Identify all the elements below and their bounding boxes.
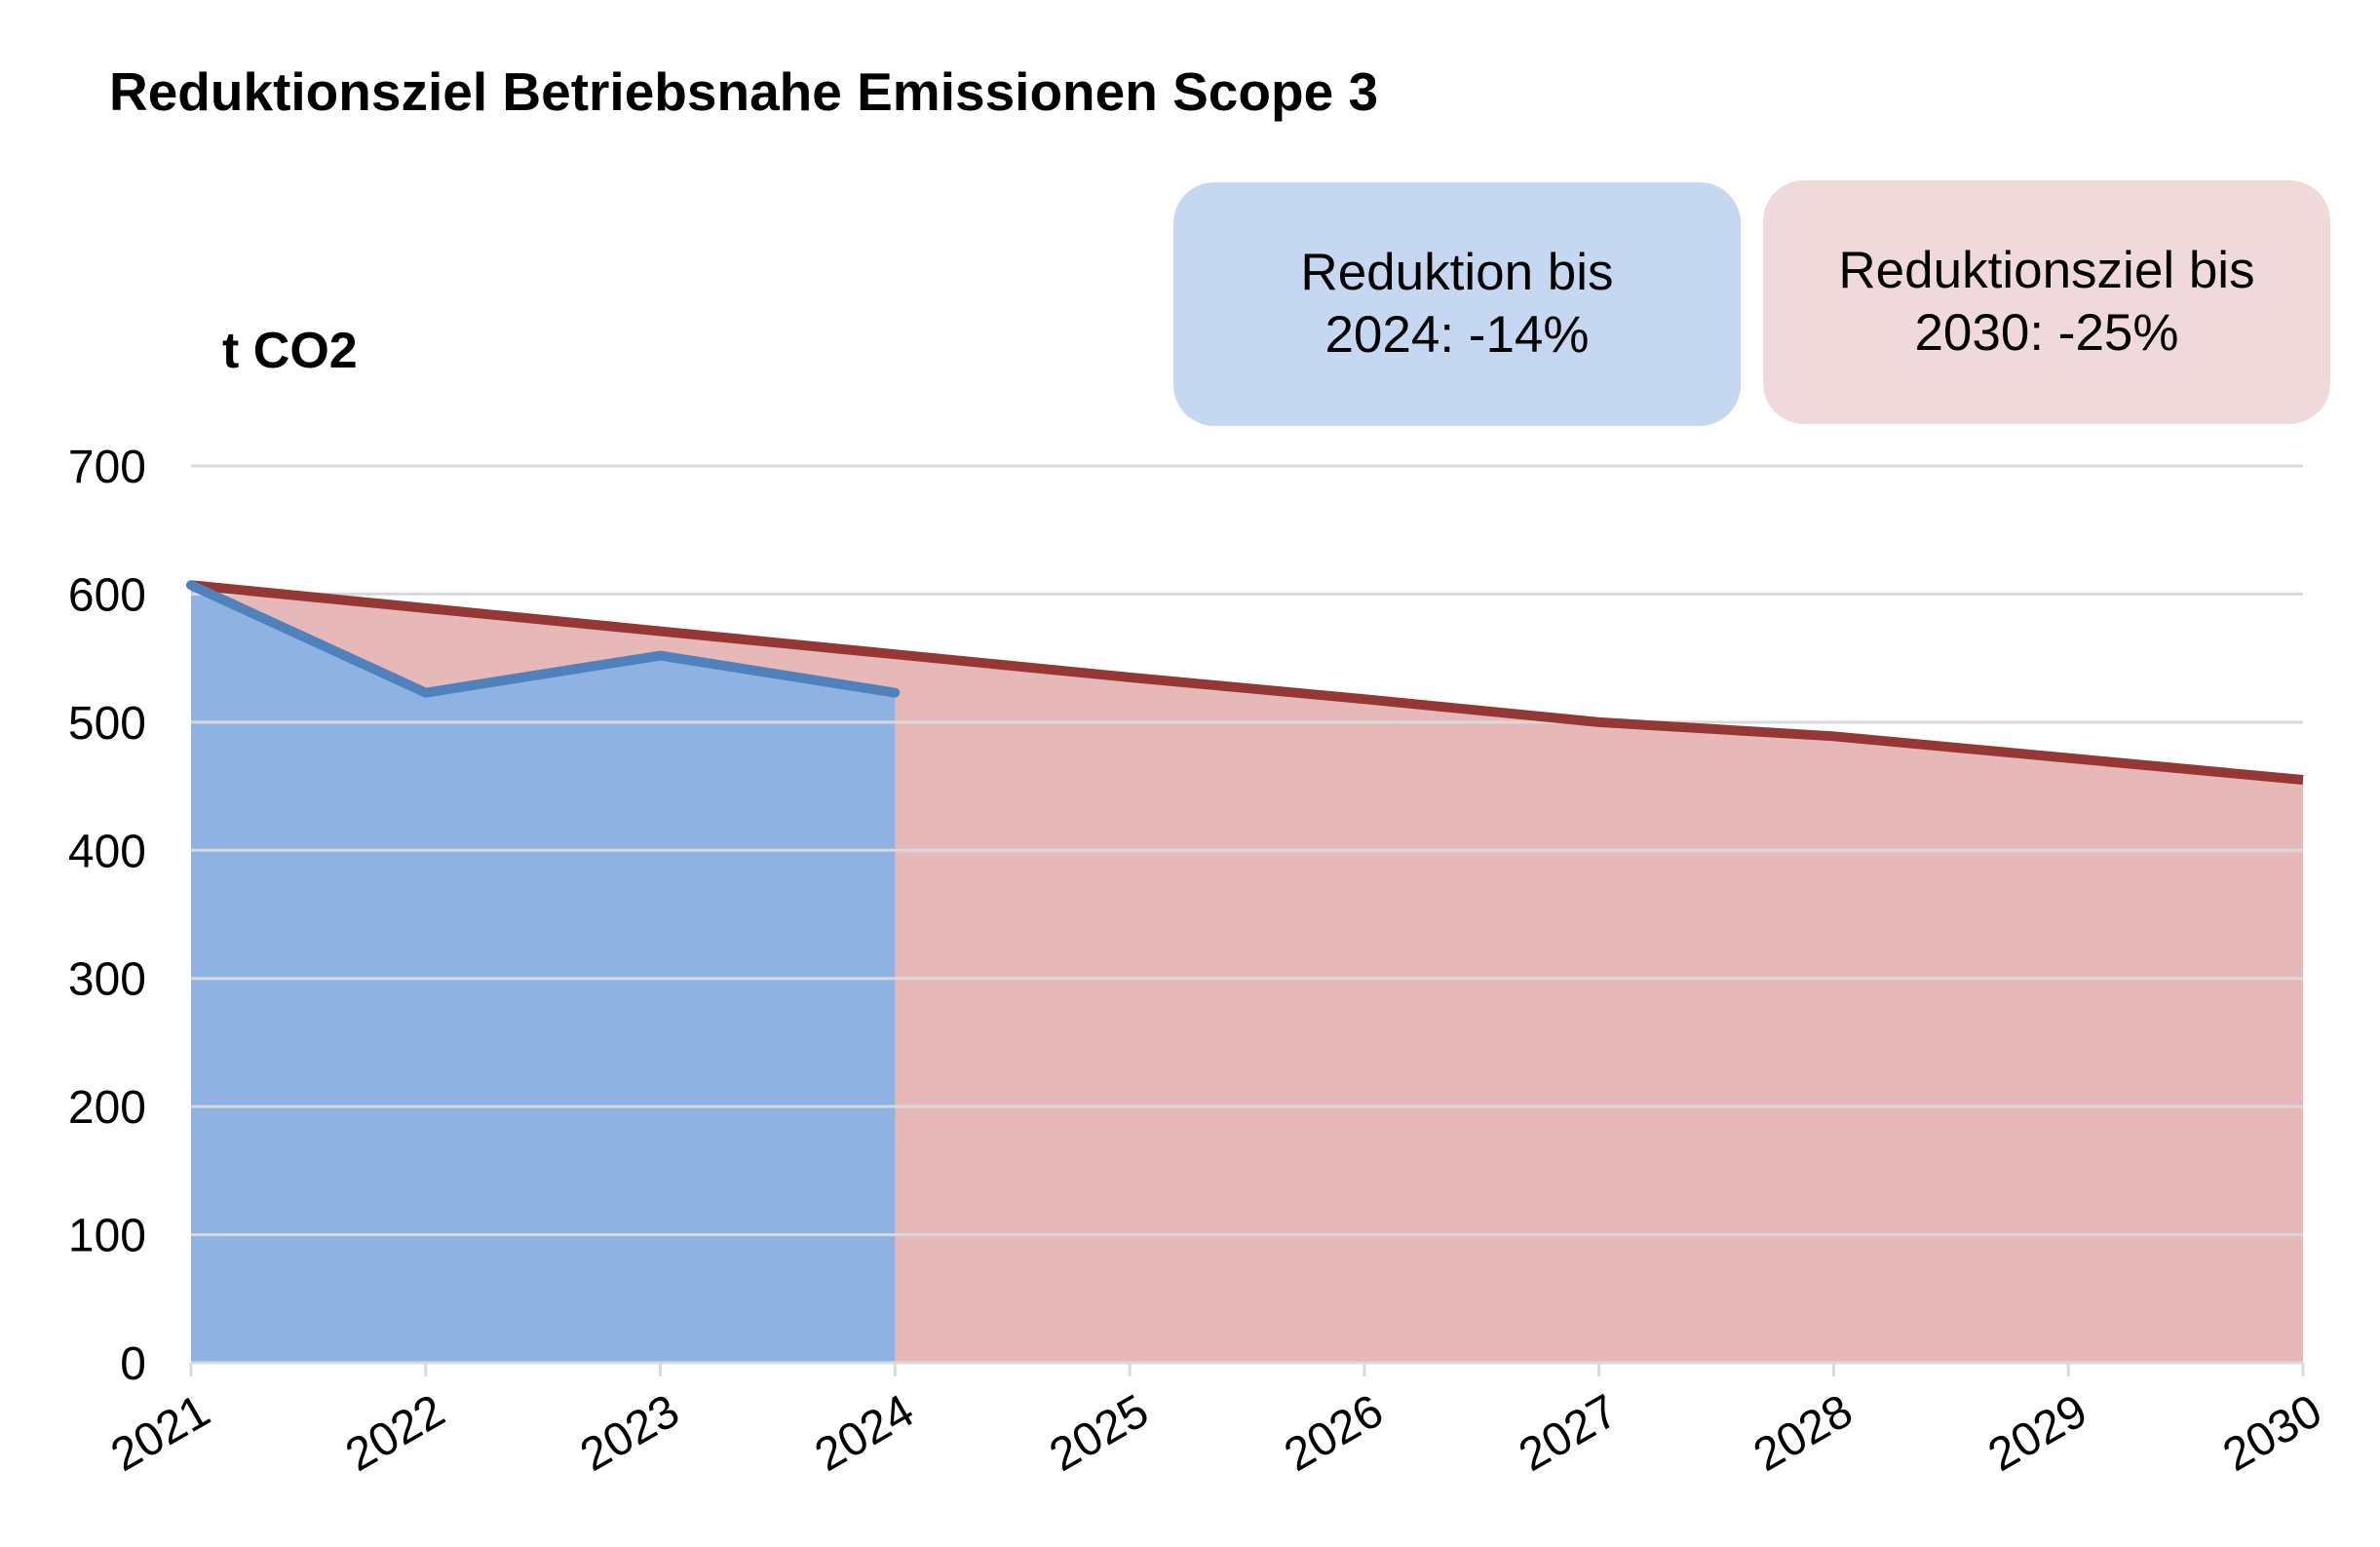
y-axis-label: t CO2 bbox=[222, 323, 358, 379]
x-tick-label-2026: 2026 bbox=[1276, 1385, 1392, 1482]
chart-title: Reduktionsziel Betriebsnahe Emissionen S… bbox=[109, 61, 1379, 122]
annotation-target-2030: Reduktionsziel bis 2030: -25% bbox=[1763, 180, 2330, 424]
y-tick-label-200: 200 bbox=[68, 1082, 146, 1134]
x-tick-label-2024: 2024 bbox=[807, 1385, 923, 1482]
x-tick-label-2027: 2027 bbox=[1511, 1385, 1627, 1482]
x-tick-label-2025: 2025 bbox=[1041, 1385, 1157, 1482]
y-tick-label-400: 400 bbox=[68, 826, 146, 877]
x-tick-label-2021: 2021 bbox=[102, 1385, 218, 1482]
x-tick-label-2028: 2028 bbox=[1746, 1385, 1862, 1482]
x-tick-label-2030: 2030 bbox=[2214, 1385, 2330, 1482]
actual-line bbox=[186, 580, 901, 698]
y-tick-label-0: 0 bbox=[120, 1338, 146, 1390]
annotation-target-2030-line-1: Reduktionsziel bis bbox=[1838, 242, 2255, 299]
annotation-reduction-2024-line-2: 2024: -14% bbox=[1324, 306, 1590, 364]
y-tick-label-600: 600 bbox=[68, 569, 146, 621]
y-tick-label-300: 300 bbox=[68, 954, 146, 1006]
x-tick-label-2022: 2022 bbox=[337, 1385, 453, 1482]
annotation-target-2030-line-2: 2030: -25% bbox=[1914, 304, 2179, 362]
annotation-reduction-2024: Reduktion bis 2024: -14% bbox=[1173, 182, 1741, 426]
target-line bbox=[190, 580, 2304, 785]
x-tick-label-2029: 2029 bbox=[1980, 1385, 2096, 1482]
y-tick-label-700: 700 bbox=[68, 442, 146, 493]
y-tick-label-500: 500 bbox=[68, 698, 146, 750]
x-tick-label-2023: 2023 bbox=[572, 1385, 688, 1482]
annotation-reduction-2024-line-1: Reduktion bis bbox=[1300, 244, 1614, 301]
y-tick-label-100: 100 bbox=[68, 1211, 146, 1262]
actual-area bbox=[191, 585, 896, 1363]
